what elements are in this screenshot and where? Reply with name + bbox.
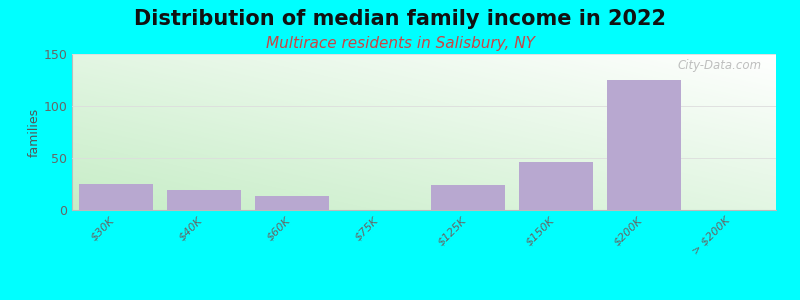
Text: Multirace residents in Salisbury, NY: Multirace residents in Salisbury, NY bbox=[266, 36, 534, 51]
Bar bbox=[430, 185, 506, 210]
Text: City-Data.com: City-Data.com bbox=[678, 59, 762, 72]
Y-axis label: families: families bbox=[27, 107, 41, 157]
Text: Distribution of median family income in 2022: Distribution of median family income in … bbox=[134, 9, 666, 29]
Bar bbox=[518, 162, 594, 210]
Bar bbox=[606, 80, 682, 210]
Bar bbox=[78, 184, 154, 210]
Bar bbox=[166, 190, 242, 210]
Bar bbox=[254, 196, 330, 210]
